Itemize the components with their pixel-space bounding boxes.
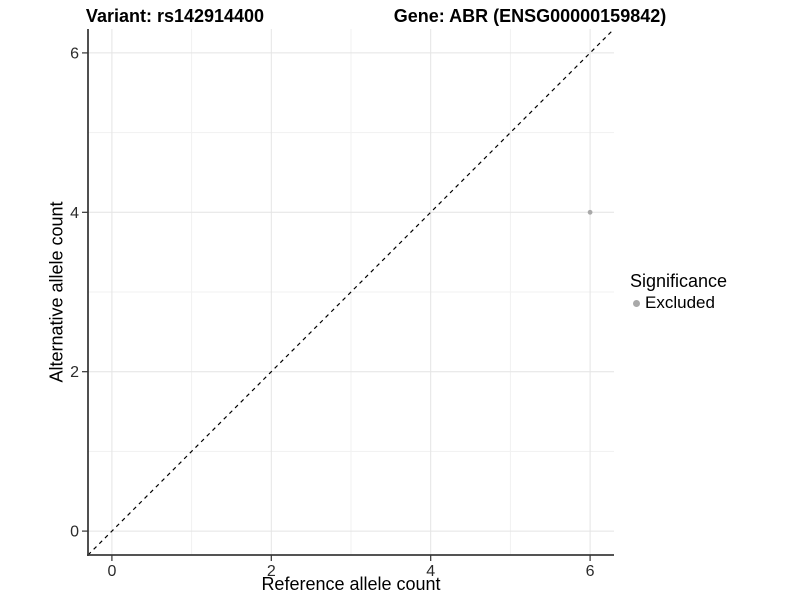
- legend-title: Significance: [630, 271, 728, 291]
- legend: Significance Excluded: [630, 271, 727, 313]
- x-tick-label: 4: [426, 563, 435, 580]
- legend-item: Excluded: [630, 293, 727, 313]
- plot-title-variant: Variant: rs142914400: [85, 6, 265, 26]
- y-tick-label: 6: [70, 45, 79, 62]
- x-tick-label: 0: [107, 563, 116, 580]
- legend-point-swatch-icon: [633, 299, 640, 307]
- x-axis-title: Reference allele count: [261, 574, 441, 594]
- plot-title-gene: Gene: ABR (ENSG00000159842): [393, 6, 667, 26]
- x-tick-label: 6: [586, 563, 595, 580]
- y-tick-label: 4: [70, 205, 79, 222]
- y-tick-label: 2: [70, 364, 79, 381]
- x-tick-label: 2: [267, 563, 276, 580]
- y-tick-label: 0: [70, 524, 79, 541]
- data-point: [587, 209, 593, 215]
- y-axis-title: Alternative allele count: [46, 201, 67, 383]
- legend-item-label: Excluded: [645, 293, 715, 312]
- identity-dashed-line: [87, 28, 615, 556]
